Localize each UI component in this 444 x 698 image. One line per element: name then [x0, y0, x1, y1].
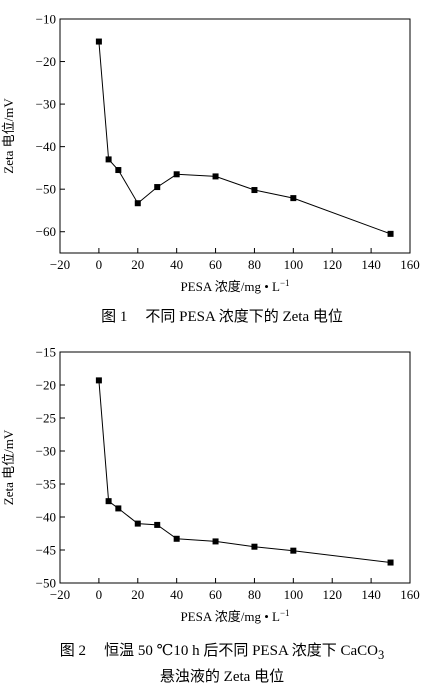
- chart-1-x-tick-label: 60: [209, 257, 222, 272]
- chart-1-y-tick-label: −60: [36, 224, 56, 239]
- chart-1-x-tick-label: −20: [50, 257, 70, 272]
- zeta-chart-2: −20 0 20 40 60 80 100 120 140 160 −15 −20 −25 −30 −35 −…: [0, 336, 444, 636]
- figure-2-caption-line-1: 图 2 恒温 50 ℃10 h 后不同 PESA 浓度下 CaCO3: [0, 640, 444, 666]
- figure-1-title: 不同 PESA 浓度下的 Zeta 电位: [145, 309, 343, 325]
- chart-2-data-point: [290, 547, 297, 554]
- chart-2-x-tick-label: 120: [322, 587, 342, 602]
- chart-1-x-tick-label: 100: [284, 257, 304, 272]
- chart-2-data-point: [154, 521, 161, 528]
- chart-2-plot-frame: [59, 351, 411, 584]
- chart-2-x-tick-label: 60: [209, 587, 222, 602]
- chart-2-data-point: [212, 538, 219, 545]
- chart-2-y-tick-label: −45: [36, 543, 56, 558]
- figure-2-title-line-2: 悬浊液的 Zeta 电位: [159, 669, 285, 685]
- figure-1-number: 图 1: [101, 309, 128, 325]
- chart-2-x-tick-label: 40: [170, 587, 183, 602]
- chart-2-x-tick-label: 80: [248, 587, 261, 602]
- chart-2-x-tick-label: 160: [400, 587, 420, 602]
- chart-1-data-point: [95, 38, 102, 45]
- chart-1-data-point: [154, 184, 161, 191]
- chart-1-x-tick-label: 20: [131, 257, 144, 272]
- chart-1-data-point: [115, 167, 122, 174]
- zeta-chart-2-svg: −20 0 20 40 60 80 100 120 140 160 −15 −20 −25 −30 −35 −…: [1, 345, 420, 625]
- chart-1-x-tick-label: 80: [248, 257, 261, 272]
- figure-1-caption: 图 1 不同 PESA 浓度下的 Zeta 电位: [0, 306, 444, 328]
- chart-1-data-point: [173, 171, 180, 178]
- chart-2-data-point: [95, 377, 102, 384]
- zeta-chart-1: −20 0 20 40 60 80 100 120 140 160 −10 −20 −30 −40 −50 −…: [0, 0, 444, 300]
- chart-2-data-point: [134, 520, 141, 527]
- chart-2-y-tick-label: −35: [36, 477, 56, 492]
- chart-2-y-tick-label: −50: [36, 576, 56, 591]
- chart-1-x-tick-label: 40: [170, 257, 183, 272]
- chart-1-data-point: [134, 200, 141, 207]
- chart-1-series-line: [98, 41, 391, 235]
- chart-1-y-tick-label: −30: [36, 97, 56, 112]
- chart-2-data-point: [173, 535, 180, 542]
- chart-2-y-tick-label: −30: [36, 444, 56, 459]
- chart-1-y-tick-label: −40: [36, 139, 56, 154]
- chart-1-x-tick-label: 120: [322, 257, 342, 272]
- chart-2-x-tick-label: −20: [50, 587, 70, 602]
- chart-2-x-tick-label: 100: [284, 587, 304, 602]
- chart-1-x-axis-label: PESA 浓度/mg • L−1: [180, 278, 289, 294]
- chart-1-y-tick-label: −50: [36, 182, 56, 197]
- chart-2-y-axis-label: Zeta 电位/mV: [1, 429, 16, 505]
- chart-2-y-tick-label: −25: [36, 411, 56, 426]
- chart-1-data-point: [387, 230, 394, 237]
- zeta-chart-1-svg: −20 0 20 40 60 80 100 120 140 160 −10 −20 −30 −40 −50 −…: [1, 12, 420, 295]
- chart-2-series-line: [98, 380, 391, 563]
- chart-1-x-tick-label: 140: [361, 257, 381, 272]
- chart-2-data-point: [105, 498, 112, 505]
- chart-1-y-axis-label: Zeta 电位/mV: [1, 98, 16, 174]
- chart-1-x-tick-label: 160: [400, 257, 420, 272]
- chart-2-data-point: [115, 505, 122, 512]
- chart-1-y-tick-label: −20: [36, 54, 56, 69]
- chart-1-x-tick-label: 0: [96, 257, 103, 272]
- figure-2-number: 图 2: [59, 643, 87, 659]
- chart-2-x-tick-label: 20: [131, 587, 144, 602]
- chart-1-data-point: [290, 195, 297, 202]
- chart-2-x-axis-label: PESA 浓度/mg • L−1: [180, 608, 289, 624]
- chart-1-data-point: [251, 187, 258, 194]
- figure-2-caption: 图 2 恒温 50 ℃10 h 后不同 PESA 浓度下 CaCO3 悬浊液的 Z…: [0, 640, 444, 688]
- chart-2-data-point: [251, 543, 258, 550]
- chart-2-x-tick-label: 0: [96, 587, 103, 602]
- chart-2-x-tick-label: 140: [361, 587, 381, 602]
- chart-1-data-point: [105, 156, 112, 163]
- chart-2-y-tick-label: −20: [36, 378, 56, 393]
- chart-2-y-tick-label: −40: [36, 510, 56, 525]
- chart-1-plot-frame: [59, 18, 411, 254]
- chart-2-data-point: [387, 559, 394, 566]
- chart-1-y-tick-label: −10: [36, 12, 56, 27]
- figure-2-title-line-1: 恒温 50 ℃10 h 后不同 PESA 浓度下 CaCO: [104, 643, 378, 659]
- chart-1-data-point: [212, 173, 219, 180]
- chart-2-y-tick-label: −15: [36, 345, 56, 360]
- figure-2-title-subscript: 3: [377, 648, 385, 662]
